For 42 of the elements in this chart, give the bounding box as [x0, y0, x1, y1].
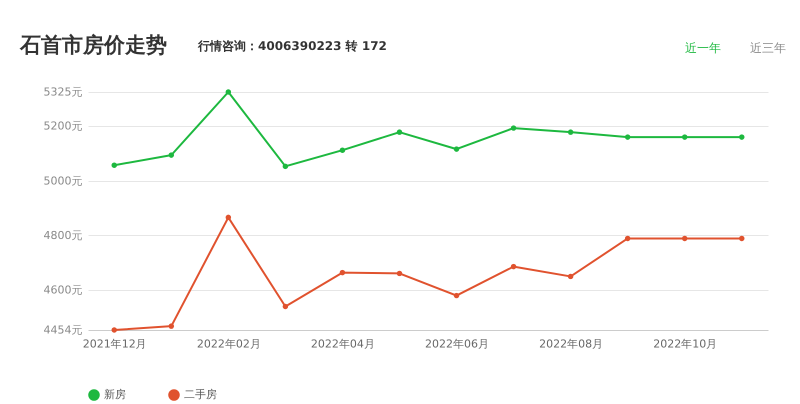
chart-title: 石首市房价走势 [19, 33, 167, 57]
point [396, 129, 402, 135]
text: 近一年 [685, 41, 721, 55]
legend-label: 二手房 [184, 388, 217, 401]
x-tick-label: 2022年04月 [310, 338, 375, 350]
x-tick-label: 2021年12月 [82, 338, 147, 350]
x-tick-label: 2022年10月 [653, 338, 718, 350]
point [112, 162, 117, 168]
x-tick-label: 2022年02月 [196, 338, 261, 350]
point [340, 270, 346, 276]
y-tick-label: 5000元 [44, 174, 82, 188]
point [682, 134, 688, 140]
legend-label: 新房 [104, 388, 126, 401]
y-tick-label: 4600元 [44, 284, 82, 297]
point [282, 164, 288, 170]
point [226, 89, 232, 95]
text: 近三年 [750, 41, 786, 55]
point [624, 134, 630, 140]
point [340, 147, 346, 153]
y-tick-label: 4454元 [44, 324, 82, 336]
y-tick-label: 5325元 [44, 86, 82, 98]
x-tick-label: 2022年08月 [539, 338, 604, 350]
chart-subtitle: 行情咨询：4006390223 转 172 [197, 39, 387, 53]
point [568, 274, 574, 280]
point [454, 292, 460, 298]
y-tick-label: 4800元 [44, 228, 82, 242]
point [510, 264, 516, 270]
point [396, 270, 402, 276]
point [568, 129, 574, 135]
point [739, 236, 744, 242]
point [624, 236, 630, 242]
point [510, 125, 516, 131]
point [168, 152, 174, 158]
point [282, 304, 288, 310]
y-tick-label: 5200元 [44, 120, 82, 133]
point [682, 236, 688, 242]
point [454, 146, 460, 152]
x-tick-label: 2022年06月 [425, 338, 490, 350]
point [168, 323, 174, 329]
point [739, 134, 744, 140]
point [112, 327, 117, 333]
point [226, 214, 232, 220]
